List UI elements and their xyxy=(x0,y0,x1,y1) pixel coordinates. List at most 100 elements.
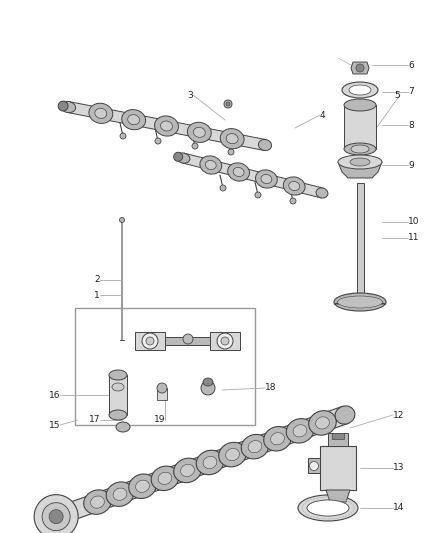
Ellipse shape xyxy=(220,128,244,149)
Ellipse shape xyxy=(161,121,173,131)
Polygon shape xyxy=(182,153,323,198)
Ellipse shape xyxy=(176,153,190,163)
Text: 11: 11 xyxy=(408,233,420,243)
Ellipse shape xyxy=(221,337,229,345)
Polygon shape xyxy=(308,458,320,473)
Ellipse shape xyxy=(136,480,149,492)
Text: 7: 7 xyxy=(408,87,414,96)
Bar xyxy=(332,433,344,439)
Circle shape xyxy=(255,192,261,198)
Ellipse shape xyxy=(173,152,183,161)
Ellipse shape xyxy=(157,383,167,393)
Text: 10: 10 xyxy=(408,217,420,227)
Ellipse shape xyxy=(344,143,376,155)
Circle shape xyxy=(42,503,70,531)
Ellipse shape xyxy=(205,160,216,169)
Text: 6: 6 xyxy=(408,61,414,69)
Ellipse shape xyxy=(129,474,156,498)
Ellipse shape xyxy=(174,458,201,483)
Text: 17: 17 xyxy=(88,416,100,424)
Ellipse shape xyxy=(307,500,349,516)
Ellipse shape xyxy=(241,434,269,459)
Ellipse shape xyxy=(146,337,154,345)
Circle shape xyxy=(120,217,124,222)
Ellipse shape xyxy=(356,64,364,72)
Ellipse shape xyxy=(95,108,107,118)
Bar xyxy=(157,388,167,400)
Ellipse shape xyxy=(112,383,124,391)
Ellipse shape xyxy=(342,82,378,98)
Ellipse shape xyxy=(60,101,76,112)
Ellipse shape xyxy=(158,472,172,484)
Ellipse shape xyxy=(200,156,222,174)
Text: 9: 9 xyxy=(408,160,414,169)
Ellipse shape xyxy=(89,103,113,124)
Ellipse shape xyxy=(183,334,193,344)
Ellipse shape xyxy=(258,140,272,150)
Ellipse shape xyxy=(293,425,307,437)
Ellipse shape xyxy=(109,370,127,380)
Text: 19: 19 xyxy=(153,416,165,424)
Ellipse shape xyxy=(298,495,358,521)
Text: 15: 15 xyxy=(49,421,60,430)
Circle shape xyxy=(226,102,230,106)
Ellipse shape xyxy=(151,466,179,490)
Text: 2: 2 xyxy=(94,276,100,285)
Ellipse shape xyxy=(261,174,272,183)
Circle shape xyxy=(220,185,226,191)
Ellipse shape xyxy=(91,496,104,508)
Ellipse shape xyxy=(217,333,233,349)
Ellipse shape xyxy=(233,167,244,176)
Polygon shape xyxy=(338,162,382,178)
Ellipse shape xyxy=(248,441,262,453)
Ellipse shape xyxy=(226,134,238,144)
Bar xyxy=(75,308,255,425)
Ellipse shape xyxy=(187,122,211,142)
Ellipse shape xyxy=(338,296,382,308)
Polygon shape xyxy=(334,297,386,304)
Bar xyxy=(357,183,364,302)
Ellipse shape xyxy=(226,448,240,461)
Ellipse shape xyxy=(106,482,134,506)
Polygon shape xyxy=(135,332,165,350)
Text: 5: 5 xyxy=(394,91,400,100)
Ellipse shape xyxy=(219,442,246,467)
Polygon shape xyxy=(72,407,348,519)
Ellipse shape xyxy=(283,177,305,195)
Text: 18: 18 xyxy=(265,384,276,392)
Circle shape xyxy=(49,510,63,523)
Text: 14: 14 xyxy=(393,504,404,513)
Circle shape xyxy=(290,198,296,204)
Ellipse shape xyxy=(142,333,158,349)
Circle shape xyxy=(228,149,234,155)
Ellipse shape xyxy=(264,426,291,451)
Ellipse shape xyxy=(316,188,328,198)
Ellipse shape xyxy=(334,293,386,311)
Ellipse shape xyxy=(122,110,145,130)
Circle shape xyxy=(224,100,232,108)
Ellipse shape xyxy=(344,99,376,111)
Ellipse shape xyxy=(203,456,217,469)
Ellipse shape xyxy=(196,450,224,475)
Ellipse shape xyxy=(180,464,194,477)
Ellipse shape xyxy=(155,116,178,136)
Circle shape xyxy=(155,138,161,144)
Ellipse shape xyxy=(109,410,127,420)
Ellipse shape xyxy=(116,422,130,432)
Text: 1: 1 xyxy=(94,290,100,300)
Bar xyxy=(344,105,376,149)
Ellipse shape xyxy=(255,170,277,188)
Polygon shape xyxy=(210,332,240,350)
Ellipse shape xyxy=(113,488,127,500)
Polygon shape xyxy=(165,337,210,345)
Circle shape xyxy=(192,143,198,149)
Circle shape xyxy=(34,495,78,533)
Polygon shape xyxy=(326,490,350,502)
Polygon shape xyxy=(351,62,369,74)
Ellipse shape xyxy=(350,158,370,166)
Ellipse shape xyxy=(351,145,369,153)
Text: 8: 8 xyxy=(408,120,414,130)
Ellipse shape xyxy=(309,411,336,435)
Ellipse shape xyxy=(310,462,318,471)
Polygon shape xyxy=(67,102,266,150)
